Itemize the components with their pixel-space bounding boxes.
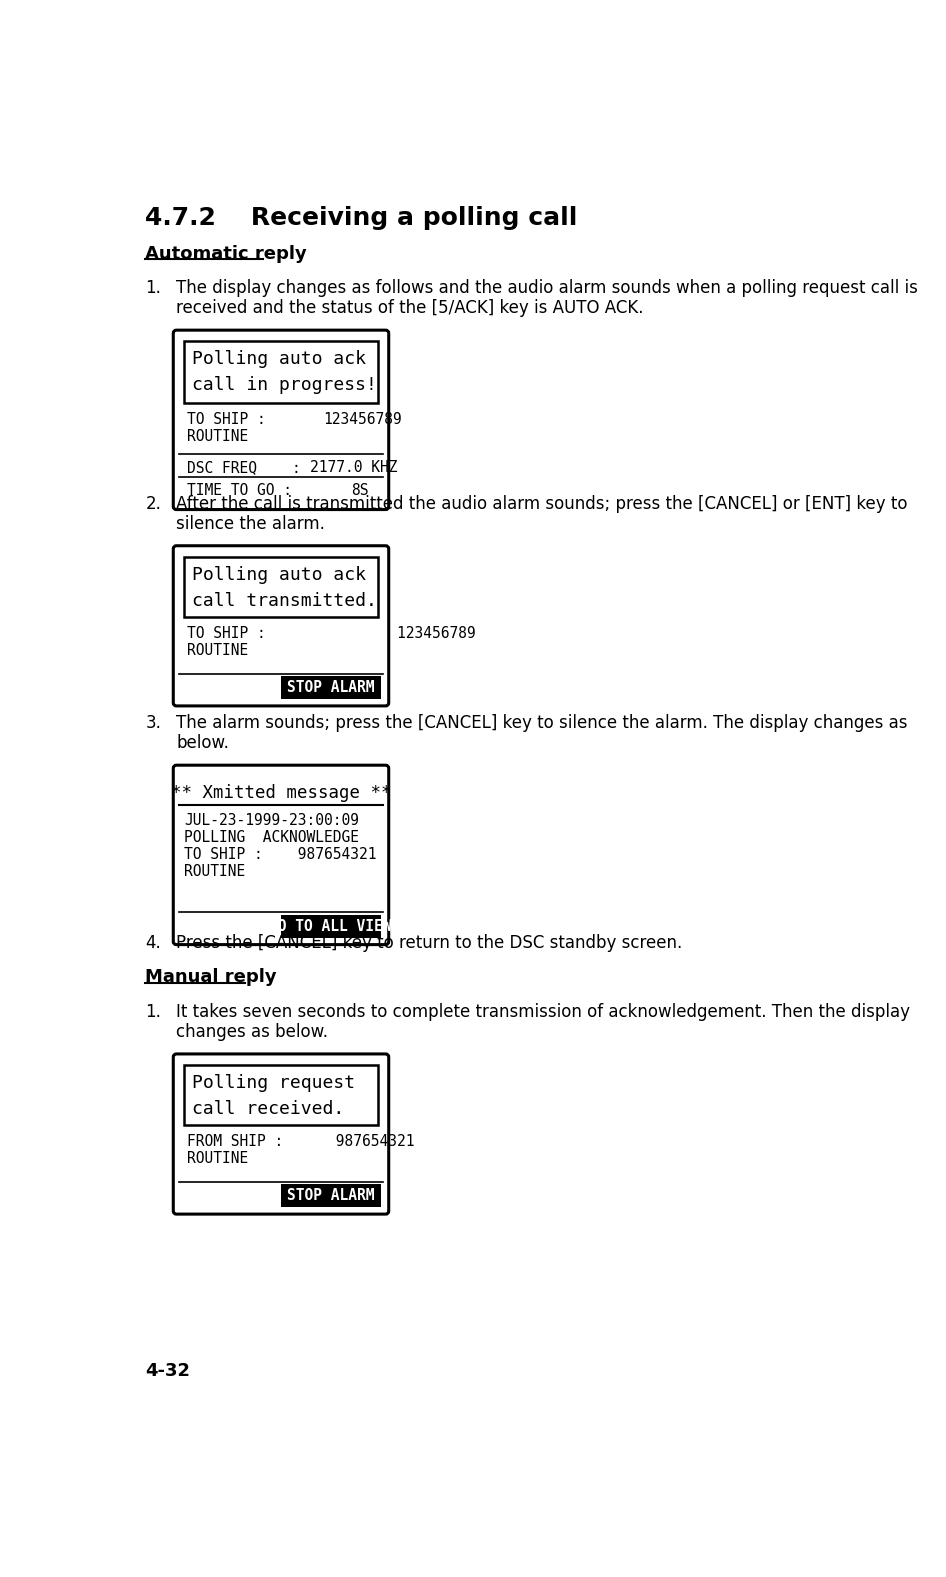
Text: TO SHIP :: TO SHIP : [187,412,266,427]
Text: POLLING  ACKNOWLEDGE: POLLING ACKNOWLEDGE [184,830,359,845]
Bar [281,1184,381,1206]
Text: call received.: call received. [192,1101,344,1118]
Text: TO SHIP :               123456789: TO SHIP : 123456789 [187,626,476,640]
Text: 3.: 3. [146,714,161,732]
Text: 2.: 2. [146,495,161,513]
Text: ** Xmitted message **: ** Xmitted message ** [170,784,392,801]
Text: ROUTINE: ROUTINE [187,1151,249,1165]
Text: 1.: 1. [146,1003,161,1022]
Bar [184,1064,377,1124]
Text: received and the status of the [5/ACK] key is AUTO ACK.: received and the status of the [5/ACK] k… [176,300,644,317]
FancyBboxPatch shape [173,765,389,945]
Text: changes as below.: changes as below. [176,1023,328,1041]
Text: FROM SHIP :      987654321: FROM SHIP : 987654321 [187,1134,414,1150]
Text: ROUTINE: ROUTINE [187,643,249,658]
FancyBboxPatch shape [173,546,389,706]
Text: 4-32: 4-32 [146,1363,190,1380]
Text: Polling auto ack: Polling auto ack [192,566,366,583]
Text: call transmitted.: call transmitted. [192,591,377,610]
Text: 4.: 4. [146,934,161,953]
Text: below.: below. [176,735,229,752]
Text: 8S: 8S [352,484,369,498]
Text: Manual reply: Manual reply [146,968,277,987]
Text: DSC FREQ    :: DSC FREQ : [187,460,301,475]
Bar [184,341,377,402]
Text: JUL-23-1999-23:00:09: JUL-23-1999-23:00:09 [184,812,359,828]
Text: silence the alarm.: silence the alarm. [176,516,325,533]
Text: It takes seven seconds to complete transmission of acknowledgement. Then the dis: It takes seven seconds to complete trans… [176,1003,910,1022]
Bar [184,557,377,617]
Text: Press the [CANCEL] key to return to the DSC standby screen.: Press the [CANCEL] key to return to the … [176,934,683,953]
FancyBboxPatch shape [173,330,389,509]
Text: The alarm sounds; press the [CANCEL] key to silence the alarm. The display chang: The alarm sounds; press the [CANCEL] key… [176,714,908,732]
Text: 123456789: 123456789 [323,412,402,427]
Text: GO TO ALL VIEW: GO TO ALL VIEW [270,919,392,934]
Text: After the call is transmitted the audio alarm sounds; press the [CANCEL] or [ENT: After the call is transmitted the audio … [176,495,908,513]
Text: 4.7.2    Receiving a polling call: 4.7.2 Receiving a polling call [146,207,578,230]
Bar [281,677,381,699]
Text: 1.: 1. [146,279,161,298]
Text: STOP ALARM: STOP ALARM [287,1187,375,1203]
Bar [281,915,381,938]
Text: TIME TO GO :: TIME TO GO : [187,484,292,498]
Text: STOP ALARM: STOP ALARM [287,680,375,695]
Text: TO SHIP :    987654321: TO SHIP : 987654321 [184,847,377,861]
Text: call in progress!: call in progress! [192,377,377,394]
Text: 2177.0 KHZ: 2177.0 KHZ [309,460,397,475]
Text: ROUTINE: ROUTINE [187,429,249,443]
Text: The display changes as follows and the audio alarm sounds when a polling request: The display changes as follows and the a… [176,279,919,298]
Text: Polling request: Polling request [192,1074,355,1091]
Text: Polling auto ack: Polling auto ack [192,350,366,367]
Text: Automatic reply: Automatic reply [146,244,307,263]
FancyBboxPatch shape [173,1053,389,1214]
Text: ROUTINE: ROUTINE [184,864,245,878]
